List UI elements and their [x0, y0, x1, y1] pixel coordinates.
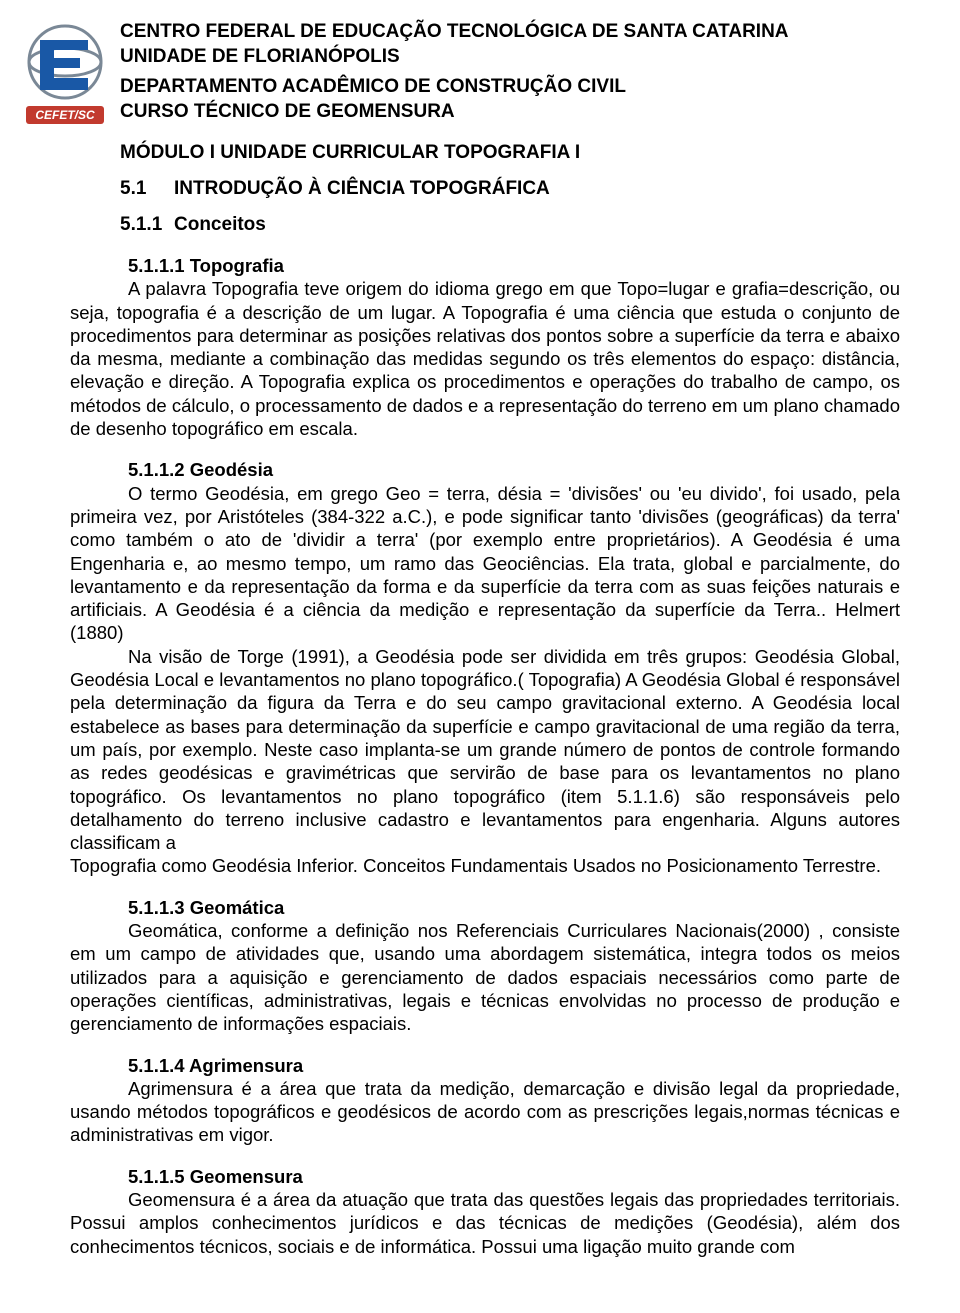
section-5-1-1: 5.1.1 Conceitos: [120, 214, 920, 236]
subsection-5-1-1-3: 5.1.1.3 Geomática Geomática, conforme a …: [70, 896, 900, 1036]
header-row: CEFET/SC CENTRO FEDERAL DE EDUCAÇÃO TECN…: [20, 20, 920, 130]
paragraph: Topografia como Geodésia Inferior. Conce…: [70, 854, 900, 877]
subsection-heading: 5.1.1.5 Geomensura: [128, 1165, 900, 1188]
department-line1: DEPARTAMENTO ACADÊMICO DE CONSTRUÇÃO CIV…: [120, 75, 920, 100]
institution-line1: CENTRO FEDERAL DE EDUCAÇÃO TECNOLÓGICA D…: [120, 20, 920, 45]
institution-line2: UNIDADE DE FLORIANÓPOLIS: [120, 45, 920, 70]
department-line2: CURSO TÉCNICO DE GEOMENSURA: [120, 100, 920, 125]
body-content: 5.1.1.1 Topografia A palavra Topografia …: [70, 254, 900, 1258]
section-number: 5.1.1: [120, 214, 174, 236]
paragraph: A palavra Topografia teve origem do idio…: [70, 277, 900, 440]
paragraph: O termo Geodésia, em grego Geo = terra, …: [70, 482, 900, 645]
document-page: CEFET/SC CENTRO FEDERAL DE EDUCAÇÃO TECN…: [0, 0, 960, 1282]
subsection-5-1-1-5: 5.1.1.5 Geomensura Geomensura é a área d…: [70, 1165, 900, 1258]
subsection-heading: 5.1.1.3 Geomática: [128, 896, 900, 919]
subsection-heading: 5.1.1.2 Geodésia: [128, 458, 900, 481]
subsection-5-1-1-4: 5.1.1.4 Agrimensura Agrimensura é a área…: [70, 1054, 900, 1147]
subsection-heading: 5.1.1.1 Topografia: [128, 254, 900, 277]
section-5-1: 5.1 INTRODUÇÃO À CIÊNCIA TOPOGRÁFICA: [120, 178, 920, 200]
section-title: INTRODUÇÃO À CIÊNCIA TOPOGRÁFICA: [174, 178, 550, 200]
section-title: Conceitos: [174, 214, 266, 236]
subsection-5-1-1-1: 5.1.1.1 Topografia A palavra Topografia …: [70, 254, 900, 440]
paragraph: Na visão de Torge (1991), a Geodésia pod…: [70, 645, 900, 855]
section-number: 5.1: [120, 178, 174, 200]
cefet-logo: CEFET/SC: [20, 20, 110, 130]
svg-text:CEFET/SC: CEFET/SC: [35, 108, 95, 122]
module-title: MÓDULO I UNIDADE CURRICULAR TOPOGRAFIA I: [120, 142, 920, 164]
subsection-5-1-1-2: 5.1.1.2 Geodésia O termo Geodésia, em gr…: [70, 458, 900, 877]
paragraph: Geomensura é a área da atuação que trata…: [70, 1188, 900, 1258]
paragraph: Agrimensura é a área que trata da mediçã…: [70, 1077, 900, 1147]
paragraph: Geomática, conforme a definição nos Refe…: [70, 919, 900, 1035]
subsection-heading: 5.1.1.4 Agrimensura: [128, 1054, 900, 1077]
header-text: CENTRO FEDERAL DE EDUCAÇÃO TECNOLÓGICA D…: [120, 20, 920, 125]
